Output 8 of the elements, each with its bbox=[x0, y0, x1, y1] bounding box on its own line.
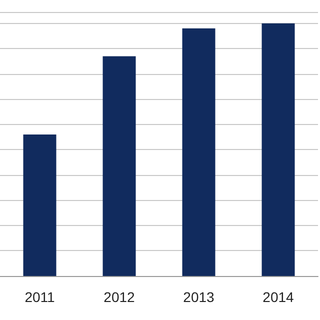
x-tick-label: 2012 bbox=[104, 289, 136, 305]
x-tick-label: 2014 bbox=[262, 289, 294, 305]
bar bbox=[182, 28, 216, 276]
bar bbox=[102, 56, 136, 276]
bar bbox=[262, 23, 295, 276]
bar bbox=[23, 134, 56, 276]
x-tick-label: 2013 bbox=[183, 289, 215, 305]
x-tick-label: 2011 bbox=[24, 289, 56, 305]
